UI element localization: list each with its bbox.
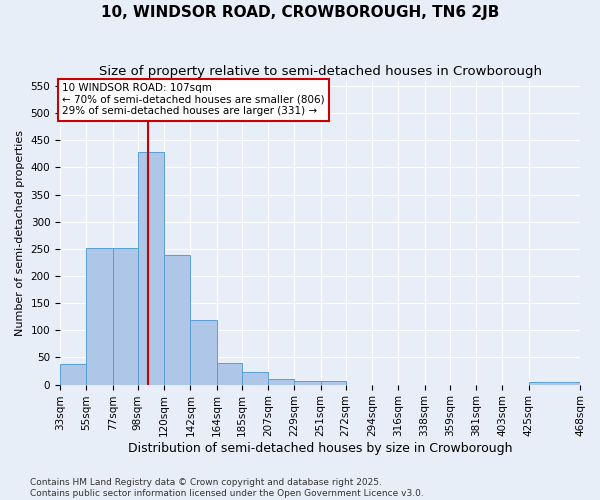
Bar [164, 256, 190, 384]
Bar [295, 381, 320, 384]
Title: Size of property relative to semi-detached houses in Crowborough: Size of property relative to semi-detach… [98, 65, 542, 78]
Bar [190, 320, 217, 384]
Bar [86, 248, 113, 384]
Bar [138, 152, 164, 384]
Text: 10 WINDSOR ROAD: 107sqm
← 70% of semi-detached houses are smaller (806)
29% of s: 10 WINDSOR ROAD: 107sqm ← 70% of semi-de… [62, 84, 325, 116]
Bar [268, 378, 295, 384]
X-axis label: Distribution of semi-detached houses by size in Crowborough: Distribution of semi-detached houses by … [128, 442, 512, 455]
Y-axis label: Number of semi-detached properties: Number of semi-detached properties [15, 130, 25, 336]
Bar [217, 363, 242, 384]
Bar [242, 372, 268, 384]
Text: Contains HM Land Registry data © Crown copyright and database right 2025.
Contai: Contains HM Land Registry data © Crown c… [30, 478, 424, 498]
Bar [60, 364, 86, 384]
Bar [529, 382, 580, 384]
Text: 10, WINDSOR ROAD, CROWBOROUGH, TN6 2JB: 10, WINDSOR ROAD, CROWBOROUGH, TN6 2JB [101, 5, 499, 20]
Bar [320, 381, 346, 384]
Bar [113, 248, 138, 384]
